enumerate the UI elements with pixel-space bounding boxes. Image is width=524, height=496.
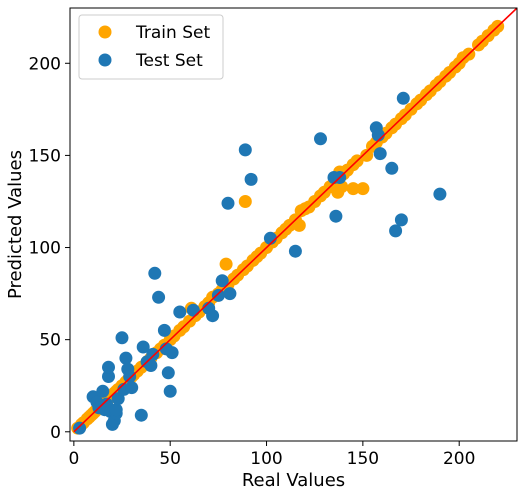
legend-frame — [78, 14, 224, 80]
legend-marker-test — [98, 53, 112, 67]
train-point — [346, 182, 360, 196]
test-point — [186, 303, 200, 317]
test-point — [221, 196, 235, 210]
test-point — [134, 408, 148, 422]
test-point — [173, 305, 187, 319]
test-point — [148, 266, 162, 280]
y-tick-label: 50 — [39, 331, 61, 351]
test-point — [157, 323, 171, 337]
test-point — [161, 366, 175, 380]
test-point — [125, 381, 139, 395]
test-point — [373, 147, 387, 161]
test-point — [396, 91, 410, 105]
plot-area — [71, 8, 517, 435]
legend-label-test: Test Set — [135, 51, 203, 71]
test-point — [163, 384, 177, 398]
identity-line — [73, 8, 517, 433]
x-tick-label: 150 — [347, 449, 379, 469]
test-point — [433, 187, 447, 201]
train-point — [292, 218, 306, 232]
x-tick-label: 0 — [68, 449, 79, 469]
y-tick-label: 200 — [29, 54, 61, 74]
x-tick-label: 50 — [159, 449, 181, 469]
test-point — [329, 209, 343, 223]
test-point — [96, 384, 110, 398]
test-point — [165, 346, 179, 360]
test-point — [314, 132, 327, 146]
test-point — [206, 309, 220, 323]
test-point — [146, 347, 160, 361]
test-point — [144, 359, 158, 372]
test-point — [389, 224, 403, 238]
y-tick-label: 100 — [29, 239, 61, 259]
test-point — [223, 287, 237, 301]
test-point — [238, 143, 252, 157]
legend: Train Set Test Set — [78, 14, 224, 80]
y-tick-label: 150 — [29, 146, 61, 166]
x-tick-label: 100 — [250, 449, 282, 469]
test-point — [109, 403, 123, 417]
test-point — [385, 161, 399, 175]
test-point — [136, 340, 150, 354]
train-point — [356, 182, 370, 196]
test-point — [115, 331, 129, 345]
train-point — [219, 257, 233, 271]
x-tick-label: 200 — [443, 449, 475, 469]
test-point — [152, 290, 166, 304]
axes: 0 50 100 150 200 0 50 100 150 200 — [29, 7, 518, 469]
test-point — [119, 351, 133, 365]
train-point — [238, 195, 252, 208]
test-point — [73, 421, 87, 435]
test-point — [102, 370, 115, 383]
test-point — [288, 244, 302, 258]
test-point — [211, 288, 225, 302]
legend-marker-train — [98, 25, 112, 39]
test-point — [394, 213, 408, 227]
test-point — [102, 360, 115, 374]
x-axis-title: Real Values — [242, 470, 345, 491]
y-axis-title: Predicted Values — [5, 150, 26, 299]
y-tick-label: 0 — [50, 423, 61, 443]
test-point — [215, 274, 229, 288]
test-point — [244, 172, 258, 186]
legend-label-train: Train Set — [135, 23, 210, 43]
series-test — [73, 91, 447, 435]
test-point — [123, 370, 137, 383]
plot-frame — [69, 7, 518, 442]
